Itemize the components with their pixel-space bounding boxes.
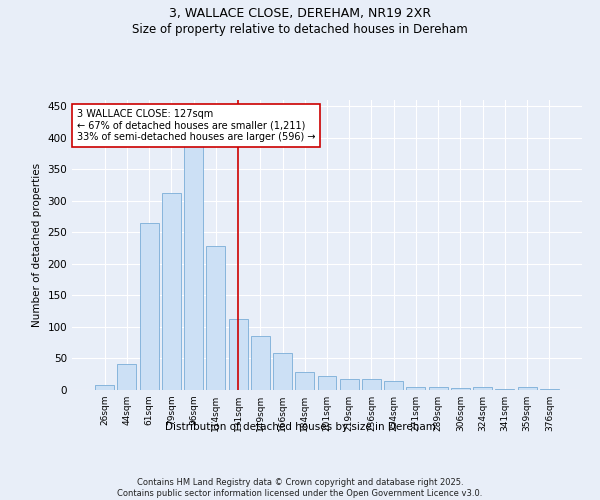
Bar (162, 194, 181, 390)
Bar (540, 388, 559, 390)
Text: Size of property relative to detached houses in Dereham: Size of property relative to detached ho… (132, 22, 468, 36)
Text: Distribution of detached houses by size in Dereham: Distribution of detached houses by size … (164, 422, 436, 432)
Bar (317, 376, 337, 390)
Bar (451, 388, 470, 390)
Bar (429, 388, 448, 390)
Bar (273, 354, 292, 390)
Y-axis label: Number of detached properties: Number of detached properties (32, 163, 42, 327)
Bar (118, 364, 136, 390)
Bar (295, 372, 314, 390)
Bar (340, 378, 359, 390)
Bar (518, 388, 536, 390)
Bar (95, 385, 114, 390)
Bar (229, 320, 248, 390)
Text: Contains HM Land Registry data © Crown copyright and database right 2025.
Contai: Contains HM Land Registry data © Crown c… (118, 478, 482, 498)
Bar (140, 223, 158, 390)
Bar (473, 387, 492, 390)
Bar (406, 387, 425, 390)
Text: 3 WALLACE CLOSE: 127sqm
← 67% of detached houses are smaller (1,211)
33% of semi: 3 WALLACE CLOSE: 127sqm ← 67% of detache… (77, 108, 316, 142)
Bar (362, 378, 381, 390)
Bar (251, 336, 270, 390)
Bar (206, 246, 225, 390)
Text: 3, WALLACE CLOSE, DEREHAM, NR19 2XR: 3, WALLACE CLOSE, DEREHAM, NR19 2XR (169, 8, 431, 20)
Bar (184, 144, 203, 390)
Bar (384, 381, 403, 390)
